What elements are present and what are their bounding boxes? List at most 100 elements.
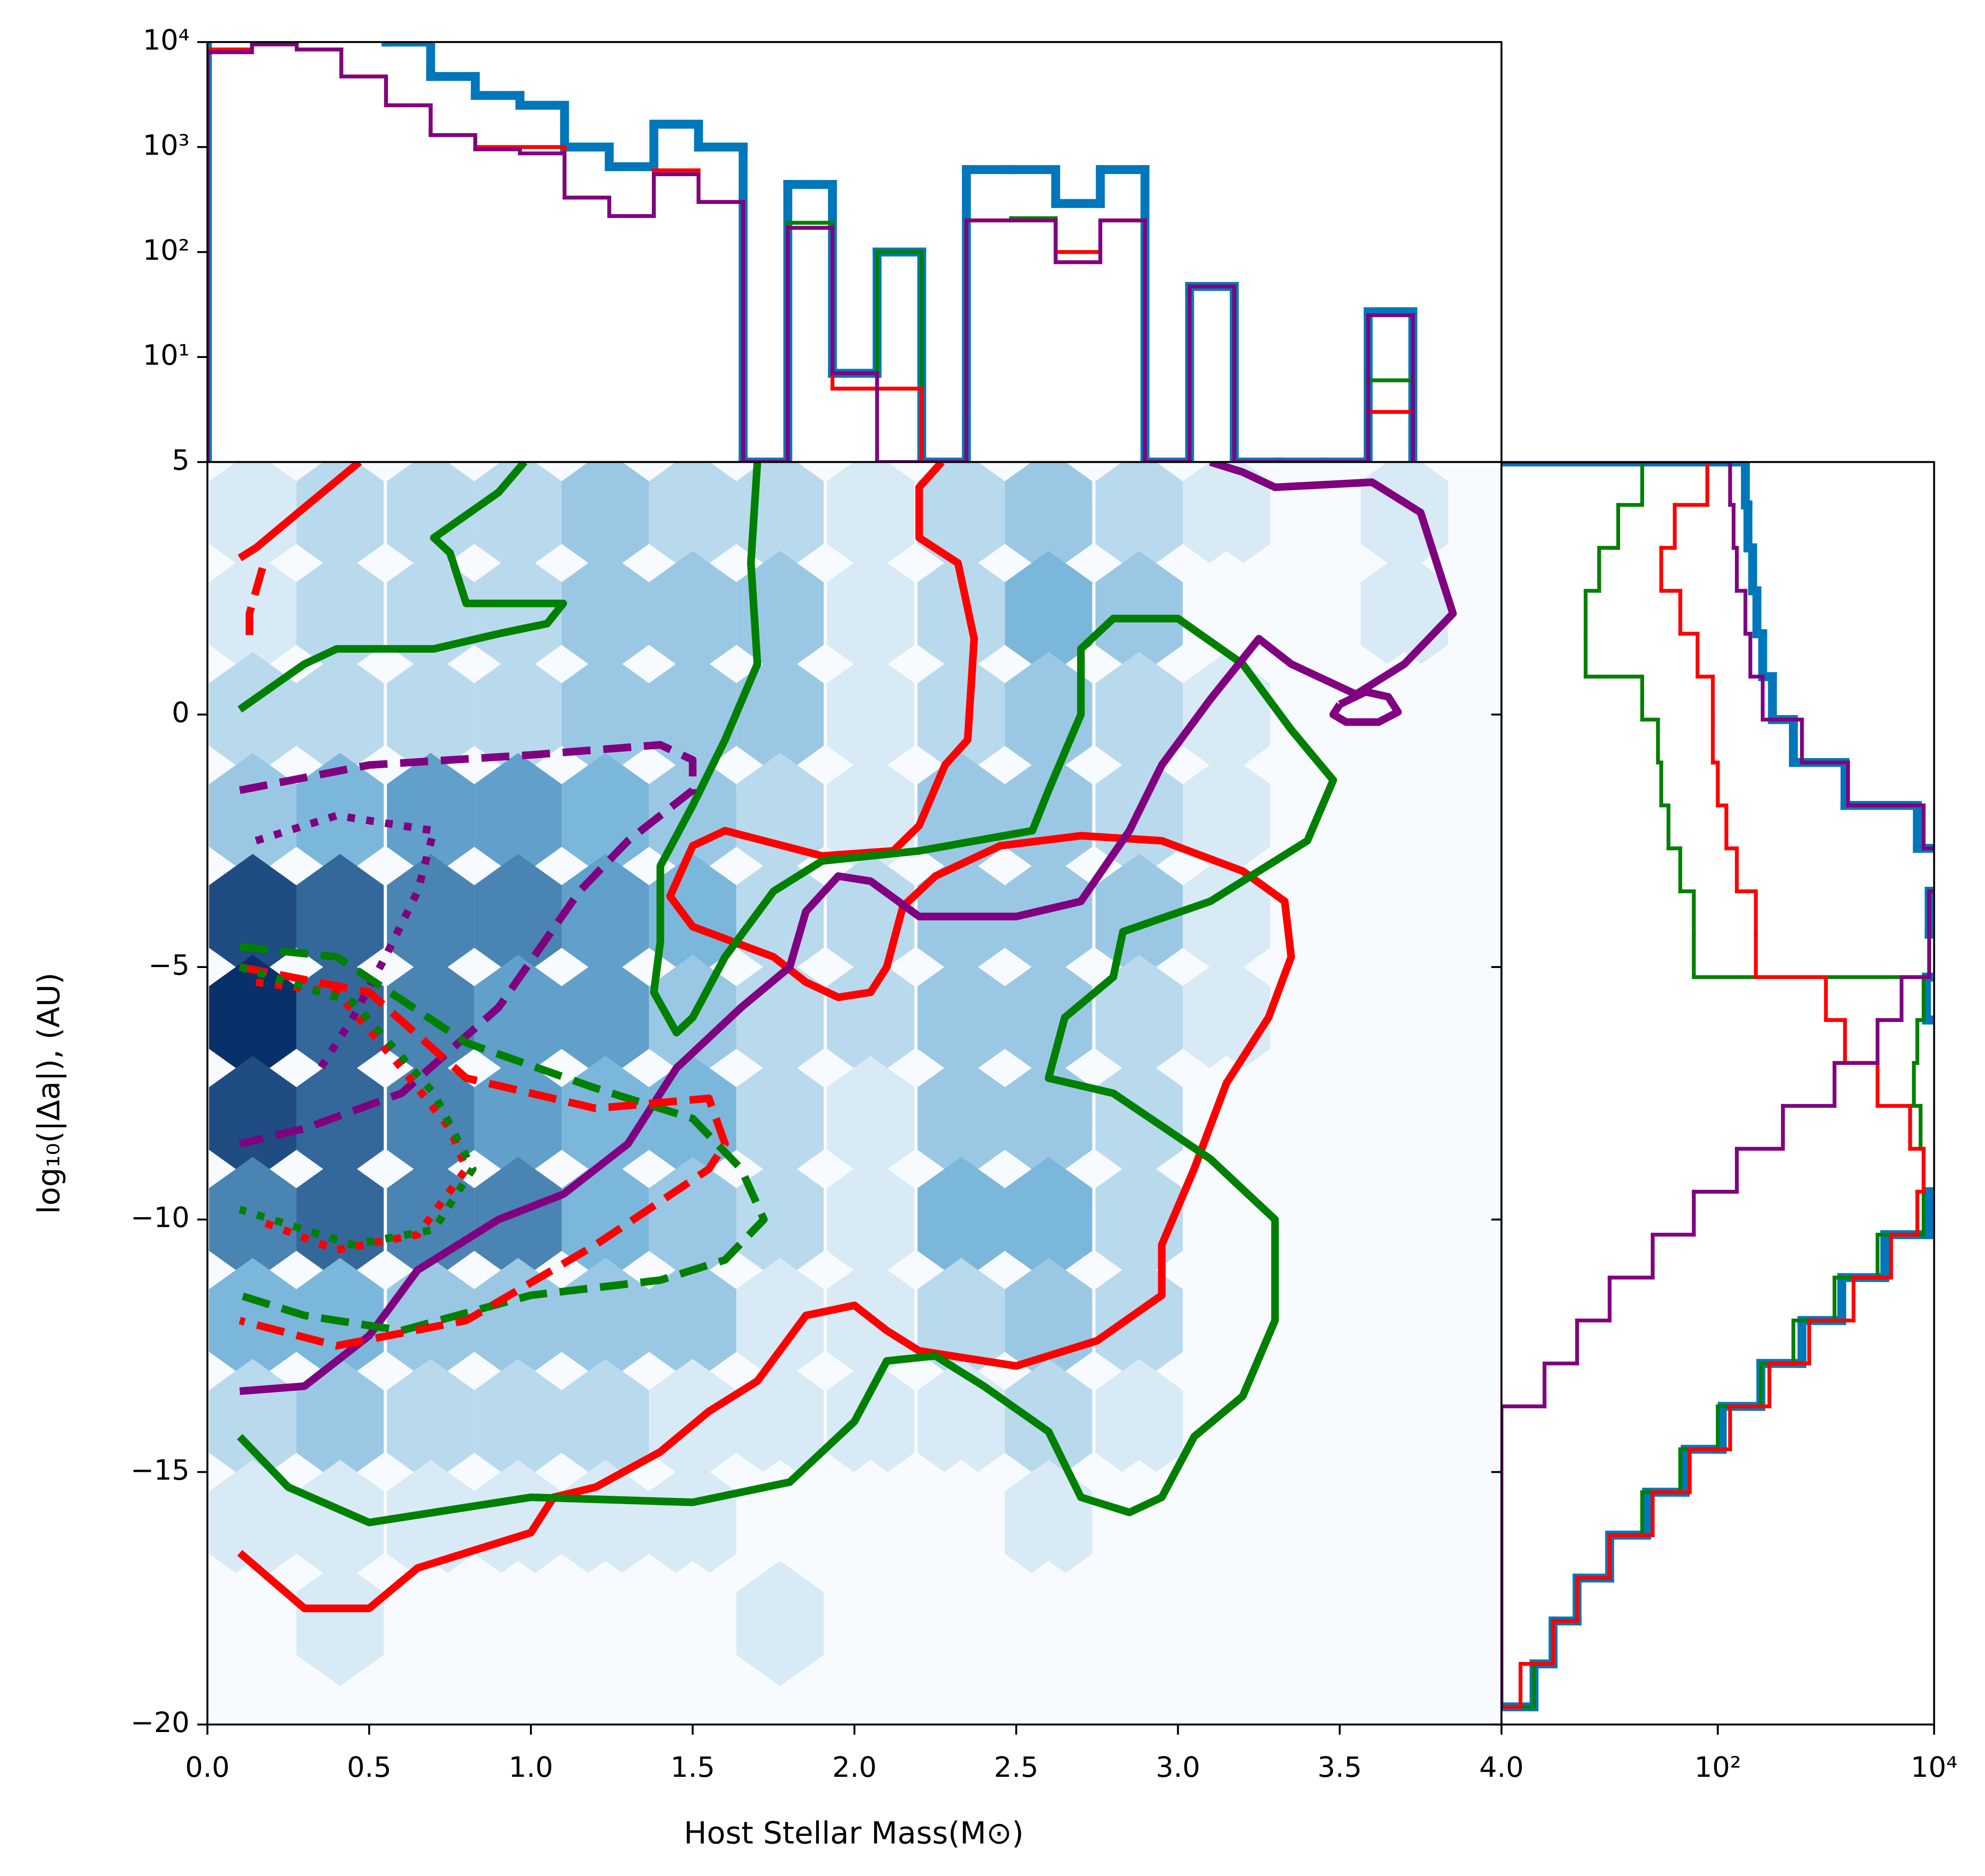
hex-cell: [917, 551, 1005, 676]
contour-line: [1329, 688, 1402, 726]
hex-cell: [736, 1157, 824, 1282]
hex-cell: [1360, 1359, 1449, 1484]
hex-cell: [1095, 651, 1183, 777]
hex-cell: [296, 1460, 384, 1585]
hist-frame: [1500, 461, 1935, 1726]
hex-cell: [1095, 1359, 1183, 1484]
hex-cell: [387, 651, 475, 777]
hex-cell: [917, 1561, 1005, 1686]
hist-riser: [207, 42, 1418, 462]
contour-line: [238, 741, 697, 1148]
hex-cell: [649, 1258, 737, 1383]
hex-cell: [1273, 1258, 1361, 1383]
hex-cell: [1360, 854, 1449, 980]
x-tick-label: 1.5: [670, 1751, 715, 1784]
hex-cell: [649, 1157, 737, 1282]
hex-cell: [1360, 1460, 1449, 1585]
hex-cell: [209, 1561, 297, 1686]
hex-cell: [561, 1561, 649, 1686]
y-tick-label: −5: [149, 949, 190, 981]
hex-cell: [827, 1561, 914, 1686]
hex-cell: [1273, 462, 1361, 575]
contour-line: [238, 943, 768, 1335]
hex-cell: [827, 1460, 914, 1585]
contour-line: [237, 462, 1337, 1527]
hex-cell: [1273, 1460, 1361, 1585]
axes: 0.0 0.5 1.0 1.5 2.0 2.5 3.0 3.5 4.0 −20 −15 −10 −5 0 5…: [131, 24, 1957, 1784]
y-tick-label: 10⁴: [143, 24, 190, 57]
y-tick-label: −20: [131, 1707, 190, 1739]
hex-cell: [1273, 1157, 1361, 1282]
hex-cell: [1183, 753, 1270, 878]
hex-cell: [1360, 1157, 1449, 1282]
y-tick-label: 5: [172, 444, 190, 477]
hex-cell: [1005, 1056, 1092, 1181]
y-tick-label: −10: [131, 1202, 190, 1234]
hex-cell: [209, 854, 297, 980]
hex-cell: [827, 651, 914, 777]
x-tick-label: 2.5: [994, 1751, 1039, 1784]
hex-cell: [474, 1258, 562, 1383]
hex-cell: [387, 462, 475, 575]
x-tick-label: 3.0: [1156, 1751, 1200, 1784]
hex-cell: [296, 462, 384, 575]
contour-line: [238, 963, 729, 1350]
hex-cell: [736, 1359, 824, 1484]
hex-cell: [1273, 955, 1361, 1081]
contour-line: [237, 462, 567, 713]
hex-cell: [1360, 651, 1449, 777]
hex-cell: [736, 1561, 824, 1686]
hex-cell: [474, 1460, 562, 1585]
hex-cell: [649, 462, 737, 575]
hex-cell: [561, 955, 649, 1081]
hex-cell: [1360, 1561, 1449, 1686]
hex-cell: [209, 1258, 297, 1383]
hex-cell: [917, 1460, 1005, 1585]
hex-cell: [1183, 651, 1270, 777]
main-plot-area: [207, 462, 1502, 1725]
hex-cell: [296, 1561, 384, 1686]
top-histogram-area: [207, 42, 1418, 462]
hex-cell: [1005, 1561, 1092, 1686]
hex-cell: [1005, 1460, 1092, 1585]
hex-cell: [474, 1561, 562, 1686]
hex-cell: [917, 1157, 1005, 1282]
hex-cell: [649, 551, 737, 676]
hex-cell: [1005, 955, 1092, 1081]
hex-cell: [296, 854, 384, 980]
hex-cell: [1183, 462, 1270, 575]
hex-cell: [387, 1359, 475, 1484]
hex-cell: [1183, 1460, 1270, 1585]
hex-cell: [1005, 551, 1092, 676]
hex-cell: [474, 1359, 562, 1484]
hex-cell: [474, 551, 562, 676]
hex-cell: [1005, 854, 1092, 980]
hex-cell: [1095, 1561, 1183, 1686]
y-tick-label: 10¹: [143, 339, 190, 371]
hex-cell: [561, 1359, 649, 1484]
x-tick-label: 10²: [1694, 1751, 1741, 1784]
hex-cell: [1360, 955, 1449, 1081]
hex-cell: [1273, 1056, 1361, 1181]
hex-cell: [1360, 1056, 1449, 1181]
hex-cell: [736, 651, 824, 777]
hex-cell: [827, 955, 914, 1081]
hex-cell: [209, 1460, 297, 1585]
hex-cell: [827, 1157, 914, 1282]
hex-cell: [649, 1460, 737, 1585]
hex-cell: [1183, 1157, 1270, 1282]
hex-cell: [296, 1359, 384, 1484]
y-axis-label: log₁₀(|Δa|), (AU): [31, 973, 66, 1214]
hex-cell: [209, 462, 297, 575]
x-tick-label: 2.0: [832, 1751, 877, 1784]
hex-cell: [387, 854, 475, 980]
hex-cell: [827, 1359, 914, 1484]
hex-cell: [1273, 551, 1361, 676]
hist-riser: [1501, 462, 1926, 1709]
hex-cell: [474, 651, 562, 777]
contour-line: [254, 978, 470, 1254]
hex-cell: [209, 1056, 297, 1181]
hex-cell: [561, 551, 649, 676]
hex-cell: [1095, 462, 1183, 575]
